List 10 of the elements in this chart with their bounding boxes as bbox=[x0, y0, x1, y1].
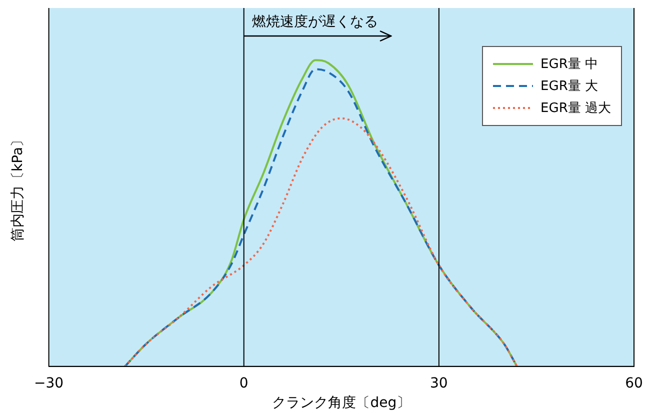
x-tick-label: 30 bbox=[430, 375, 448, 392]
x-tick-label: 60 bbox=[625, 375, 643, 392]
x-tick-label: −30 bbox=[34, 375, 64, 392]
legend-label: EGR量 大 bbox=[540, 78, 598, 95]
x-tick-label: 0 bbox=[239, 375, 248, 392]
legend-label: EGR量 過大 bbox=[540, 100, 611, 117]
legend-label: EGR量 中 bbox=[540, 56, 598, 73]
text: 燃焼速度が遅くなる bbox=[252, 14, 378, 30]
x-axis-title: クランク角度〔deg〕 bbox=[272, 395, 411, 412]
y-axis-title: 筒内圧力〔kPa〕 bbox=[10, 132, 26, 242]
